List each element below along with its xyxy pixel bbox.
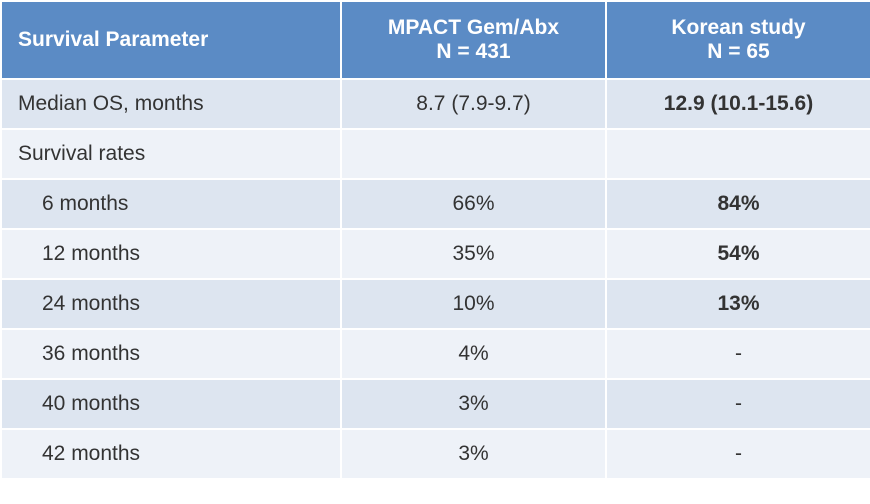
table-row: Survival rates (1, 129, 870, 179)
table-row: 12 months35%54% (1, 229, 870, 279)
row-value-mpact: 35% (341, 229, 606, 279)
row-value-mpact: 3% (341, 429, 606, 479)
row-value-mpact: 66% (341, 179, 606, 229)
row-value-mpact: 3% (341, 379, 606, 429)
header-parameter-line1: Survival Parameter (18, 28, 208, 51)
header-mpact: MPACT Gem/Abx N = 431 (341, 1, 606, 79)
row-value-korean: - (606, 379, 870, 429)
header-mpact-line1: MPACT Gem/Abx (388, 16, 559, 39)
row-value-korean: 12.9 (10.1-15.6) (606, 79, 870, 129)
header-parameter: Survival Parameter (1, 1, 341, 79)
header-korean-line1: Korean study (671, 16, 805, 39)
table-body: Median OS, months8.7 (7.9-9.7)12.9 (10.1… (1, 79, 870, 479)
table-row: Median OS, months8.7 (7.9-9.7)12.9 (10.1… (1, 79, 870, 129)
row-value-korean: 84% (606, 179, 870, 229)
survival-table: Survival Parameter MPACT Gem/Abx N = 431… (0, 0, 870, 480)
row-label: Survival rates (1, 129, 341, 179)
row-label: 6 months (1, 179, 341, 229)
table-row: 42 months3%- (1, 429, 870, 479)
header-korean-line2: N = 65 (617, 40, 860, 64)
row-value-korean: - (606, 329, 870, 379)
table-row: 6 months66%84% (1, 179, 870, 229)
row-value-korean: 54% (606, 229, 870, 279)
header-row: Survival Parameter MPACT Gem/Abx N = 431… (1, 1, 870, 79)
row-label: 12 months (1, 229, 341, 279)
row-value-mpact: 8.7 (7.9-9.7) (341, 79, 606, 129)
row-value-korean (606, 129, 870, 179)
table-row: 40 months3%- (1, 379, 870, 429)
row-value-korean: 13% (606, 279, 870, 329)
table-row: 36 months4%- (1, 329, 870, 379)
header-mpact-line2: N = 431 (352, 40, 595, 64)
row-label: 24 months (1, 279, 341, 329)
row-label: Median OS, months (1, 79, 341, 129)
row-label: 42 months (1, 429, 341, 479)
row-value-korean: - (606, 429, 870, 479)
row-value-mpact (341, 129, 606, 179)
row-value-mpact: 4% (341, 329, 606, 379)
header-korean: Korean study N = 65 (606, 1, 870, 79)
row-value-mpact: 10% (341, 279, 606, 329)
table-row: 24 months10%13% (1, 279, 870, 329)
row-label: 36 months (1, 329, 341, 379)
row-label: 40 months (1, 379, 341, 429)
